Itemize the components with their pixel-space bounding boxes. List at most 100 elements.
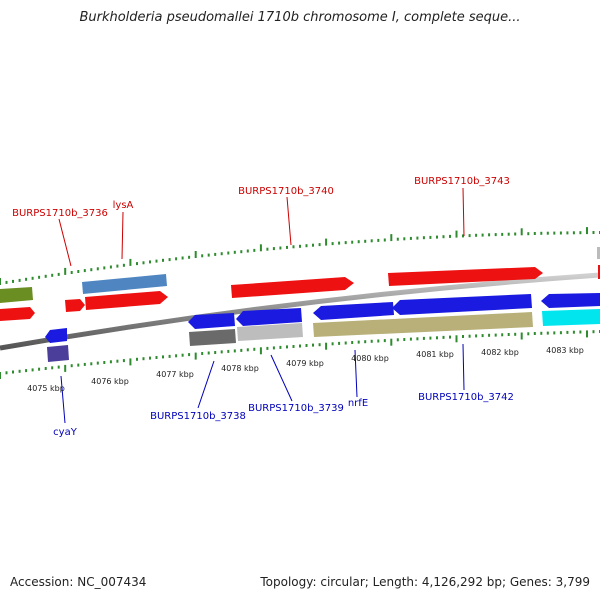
minor-tick <box>103 361 106 364</box>
minor-tick <box>279 246 282 250</box>
minor-tick <box>31 368 34 372</box>
minor-tick <box>533 332 536 335</box>
major-tick <box>455 335 458 343</box>
major-tick <box>325 238 328 246</box>
minor-tick <box>31 276 34 280</box>
minor-tick <box>351 341 354 344</box>
minor-tick <box>240 250 243 254</box>
minor-tick <box>25 277 28 281</box>
feature-olive[interactable] <box>0 287 33 303</box>
minor-tick <box>494 233 497 237</box>
gene-arrow-3740[interactable] <box>231 277 354 298</box>
minor-tick <box>462 335 464 338</box>
minor-tick <box>396 237 399 241</box>
major-tick <box>129 358 132 366</box>
minor-tick <box>279 345 282 349</box>
minor-tick <box>266 346 269 350</box>
minor-tick <box>481 233 484 237</box>
gene-label-burps1710b-3739[interactable]: BURPS1710b_3739 <box>248 403 344 414</box>
minor-tick <box>527 232 530 236</box>
minor-tick <box>18 369 21 373</box>
minor-tick <box>546 331 549 335</box>
minor-tick <box>527 332 530 336</box>
gene-arrow-3738[interactable] <box>188 313 235 329</box>
gene-arrow-cyaY[interactable] <box>45 328 67 343</box>
gene-label-burps1710b-3743[interactable]: BURPS1710b_3743 <box>414 176 510 187</box>
tick-label: 4078 kbp <box>221 364 259 373</box>
feature-slateblue[interactable] <box>47 345 69 362</box>
outer-tick-track <box>0 227 600 285</box>
minor-tick <box>201 254 204 258</box>
major-tick <box>64 364 67 372</box>
feature-gray-dark[interactable] <box>189 329 236 346</box>
minor-tick <box>227 349 230 353</box>
gene-arrow-3742[interactable] <box>392 294 532 315</box>
minor-tick <box>579 330 582 334</box>
minor-tick <box>331 242 334 246</box>
gene-arrow-lysA[interactable] <box>85 291 168 310</box>
minor-tick <box>162 258 164 262</box>
minor-tick <box>5 280 8 284</box>
gene-arrow-3743[interactable] <box>388 267 543 286</box>
minor-tick <box>90 268 93 272</box>
inner-tick-track <box>0 330 600 379</box>
gene-label-lysA[interactable]: lysA <box>113 200 134 211</box>
minor-tick <box>90 362 93 366</box>
major-tick <box>586 330 588 338</box>
gene-arrow-right-edge[interactable] <box>541 293 600 308</box>
feature-cyan[interactable] <box>542 309 600 326</box>
minor-tick <box>181 353 184 357</box>
minor-tick <box>370 239 373 243</box>
tick-label: 4081 kbp <box>416 350 454 359</box>
gene-label-burps1710b-3740[interactable]: BURPS1710b_3740 <box>238 186 334 197</box>
minor-tick <box>416 236 419 240</box>
minor-tick <box>488 233 491 237</box>
minor-tick <box>559 331 562 335</box>
minor-tick <box>12 279 14 283</box>
gene-arrow-3736[interactable] <box>65 299 85 312</box>
gene-label-burps1710b-3738[interactable]: BURPS1710b_3738 <box>150 411 246 422</box>
minor-tick <box>44 274 47 278</box>
minor-tick <box>168 258 171 262</box>
gene-arrow-3736a[interactable] <box>0 307 35 321</box>
feature-khaki[interactable] <box>313 312 533 337</box>
gene-label-burps1710b-3742[interactable]: BURPS1710b_3742 <box>418 392 514 403</box>
bottom-pointers <box>60 343 465 424</box>
minor-tick <box>416 337 419 341</box>
major-tick <box>520 228 523 236</box>
minor-tick <box>299 344 301 348</box>
minor-tick <box>57 272 60 276</box>
minor-tick <box>83 362 86 366</box>
minor-tick <box>383 339 386 343</box>
minor-tick <box>475 233 478 237</box>
feature-steelblue[interactable] <box>82 274 167 294</box>
gene-label-nrfE[interactable]: nrfE <box>348 398 368 409</box>
gene-arrow-3739[interactable] <box>236 308 302 326</box>
gene-arrow-nrfE[interactable] <box>313 302 394 320</box>
major-tick <box>390 234 393 242</box>
minor-tick <box>272 346 275 350</box>
major-tick <box>0 372 1 379</box>
minor-tick <box>38 275 41 279</box>
feature-gray-edge[interactable] <box>597 247 600 259</box>
tick-label: 4075 kbp <box>27 384 65 393</box>
tick-labels: 4075 kbp 4076 kbp 4077 kbp 4078 kbp 4079… <box>27 346 584 393</box>
minor-tick <box>338 341 341 345</box>
minor-tick <box>292 245 295 249</box>
minor-tick <box>494 333 497 337</box>
gene-label-burps1710b-3736[interactable]: BURPS1710b_3736 <box>12 208 108 219</box>
gene-label-cyaY[interactable]: cyaY <box>53 427 78 438</box>
feature-gray-light[interactable] <box>237 323 303 341</box>
major-tick <box>194 352 197 360</box>
minor-tick <box>442 335 445 339</box>
minor-tick <box>553 331 556 335</box>
minor-tick <box>501 232 504 236</box>
minor-tick <box>253 248 256 252</box>
tick-label: 4080 kbp <box>351 354 389 363</box>
minor-tick <box>175 354 178 358</box>
minor-tick <box>331 342 334 346</box>
minor-tick <box>357 240 360 244</box>
minor-tick <box>70 271 73 274</box>
minor-tick <box>83 269 86 273</box>
